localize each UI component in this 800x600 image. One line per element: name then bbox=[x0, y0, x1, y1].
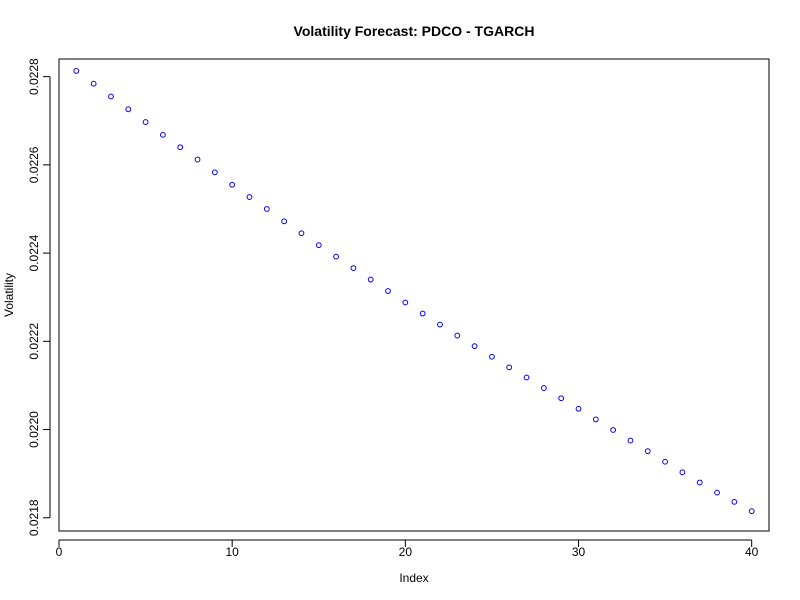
x-axis: 0 10 20 30 40 bbox=[56, 539, 759, 559]
data-point bbox=[211, 169, 218, 176]
data-point bbox=[402, 299, 409, 306]
data-point bbox=[142, 119, 149, 125]
data-point bbox=[73, 68, 80, 74]
data-point bbox=[558, 395, 565, 402]
data-point bbox=[662, 458, 668, 465]
x-tick-label: 30 bbox=[572, 545, 586, 559]
y-tick-label: 0.0222 bbox=[27, 323, 41, 360]
data-point bbox=[644, 448, 651, 455]
data-points bbox=[73, 68, 755, 515]
data-point bbox=[160, 131, 166, 138]
data-point bbox=[246, 194, 253, 200]
x-axis-label: Index bbox=[399, 571, 428, 585]
data-point bbox=[177, 144, 184, 151]
data-point bbox=[523, 374, 530, 381]
data-point bbox=[315, 242, 322, 249]
data-point bbox=[592, 416, 599, 423]
y-tick-label: 0.0224 bbox=[27, 234, 41, 271]
y-axis: 0.0218 0.0220 0.0222 0.0224 0.0226 0.0228 bbox=[27, 58, 51, 536]
data-point bbox=[281, 218, 288, 225]
data-point bbox=[731, 498, 738, 505]
x-tick-label: 20 bbox=[399, 545, 413, 559]
data-point bbox=[489, 353, 495, 360]
data-point bbox=[610, 427, 617, 433]
y-axis-label: Volatility bbox=[2, 273, 16, 317]
data-point bbox=[125, 106, 132, 113]
x-tick-label: 10 bbox=[225, 545, 239, 559]
y-tick-label: 0.0226 bbox=[27, 146, 41, 183]
data-point bbox=[229, 181, 236, 188]
data-point bbox=[108, 93, 114, 100]
data-point bbox=[350, 265, 357, 271]
data-point bbox=[333, 253, 339, 260]
data-point bbox=[90, 80, 97, 87]
x-tick-label: 0 bbox=[56, 545, 63, 559]
data-point bbox=[748, 508, 755, 515]
data-point bbox=[367, 276, 374, 283]
data-point bbox=[540, 385, 547, 391]
data-point bbox=[575, 405, 582, 412]
data-point bbox=[696, 479, 703, 486]
y-tick-label: 0.0220 bbox=[27, 411, 41, 448]
data-point bbox=[298, 230, 305, 237]
data-point bbox=[454, 332, 461, 339]
y-tick-label: 0.0218 bbox=[27, 499, 41, 536]
y-tick-label: 0.0228 bbox=[27, 58, 41, 95]
data-point bbox=[385, 288, 391, 294]
data-point bbox=[263, 206, 270, 212]
data-point bbox=[627, 437, 634, 444]
chart-title: Volatility Forecast: PDCO - TGARCH bbox=[294, 23, 535, 39]
plot-frame bbox=[58, 58, 770, 532]
data-point bbox=[714, 489, 720, 496]
data-point bbox=[679, 469, 686, 476]
data-point bbox=[437, 321, 443, 328]
data-point bbox=[506, 364, 513, 371]
data-point bbox=[471, 343, 478, 350]
data-point bbox=[419, 310, 426, 317]
x-tick-label: 40 bbox=[745, 545, 759, 559]
data-point bbox=[194, 156, 201, 163]
